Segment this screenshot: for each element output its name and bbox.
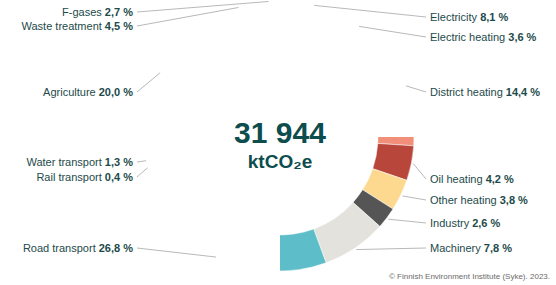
value-label: 2,6 %	[472, 217, 500, 229]
value-label: 4,2 %	[486, 173, 514, 185]
category-label: Electricity	[430, 11, 480, 23]
leader-line	[314, 5, 426, 17]
leader-line	[403, 196, 426, 200]
leader-line	[388, 219, 426, 223]
slice	[280, 160, 326, 271]
category-label: District heating	[430, 86, 506, 98]
value-label: 26,8 %	[99, 242, 133, 254]
slices	[280, 137, 414, 271]
slice-label: Road transport 26,8 %	[23, 242, 133, 254]
chart-svg: Electricity 8,1 % Electric heating 3,6 % D…	[0, 0, 556, 285]
leader-line	[137, 7, 238, 26]
leader-line	[406, 86, 426, 92]
leader-line	[137, 248, 216, 257]
value-label: 7,8 %	[484, 242, 512, 254]
leader-line	[137, 168, 148, 177]
value-label: 1,3 %	[105, 156, 133, 168]
category-label: Electric heating	[430, 31, 508, 43]
category-label: Water transport	[26, 156, 104, 168]
slice-label: District heating 14,4 %	[430, 86, 540, 98]
slice-label: Waste treatment 4,5 %	[22, 20, 134, 32]
slice-label: Agriculture 20,0 %	[43, 86, 133, 98]
leader-line	[137, 73, 160, 92]
slice	[314, 202, 380, 262]
category-label: Rail transport	[36, 171, 104, 183]
labels: Electricity 8,1 % Electric heating 3,6 % D…	[22, 1, 541, 257]
category-label: Industry	[430, 217, 472, 229]
slice-label: Oil heating 4,2 %	[430, 173, 514, 185]
category-label: Road transport	[23, 242, 99, 254]
category-label: F-gases	[62, 6, 105, 18]
source: © Finnish Environment Institute (Syke). …	[389, 272, 550, 281]
value-label: 0,4 %	[105, 171, 133, 183]
value-label: 4,5 %	[105, 20, 133, 32]
leader-line	[137, 161, 146, 162]
slice-label: F-gases 2,7 %	[62, 6, 133, 18]
leader-line	[359, 26, 426, 37]
slice-label: Machinery 7,8 %	[430, 242, 512, 254]
value-label: 3,6 %	[508, 31, 536, 43]
slice-label: Other heating 3,8 %	[430, 194, 528, 206]
value-label: 3,8 %	[500, 194, 528, 206]
value-label: 14,4 %	[506, 86, 540, 98]
category-label: Agriculture	[43, 86, 99, 98]
category-label: Machinery	[430, 242, 484, 254]
slice-label: Water transport 1,3 %	[26, 156, 133, 168]
category-label: Oil heating	[430, 173, 486, 185]
category-label: Waste treatment	[22, 20, 105, 32]
chart-container: Electricity 8,1 % Electric heating 3,6 % D…	[0, 0, 556, 285]
value-label: 2,7 %	[105, 6, 133, 18]
leader-line	[413, 164, 426, 179]
leader-line	[137, 1, 269, 12]
value-label: 8,1 %	[480, 11, 508, 23]
center-unit: ktCO₂e	[248, 151, 312, 172]
category-label: Other heating	[430, 194, 500, 206]
leader-line	[356, 248, 426, 250]
slice-label: Electricity 8,1 %	[430, 11, 508, 23]
center-total: 31 944	[234, 116, 326, 149]
slice-label: Industry 2,6 %	[430, 217, 501, 229]
value-label: 20,0 %	[99, 86, 133, 98]
slice-label: Electric heating 3,6 %	[430, 31, 537, 43]
slice-label: Rail transport 0,4 %	[36, 171, 133, 183]
